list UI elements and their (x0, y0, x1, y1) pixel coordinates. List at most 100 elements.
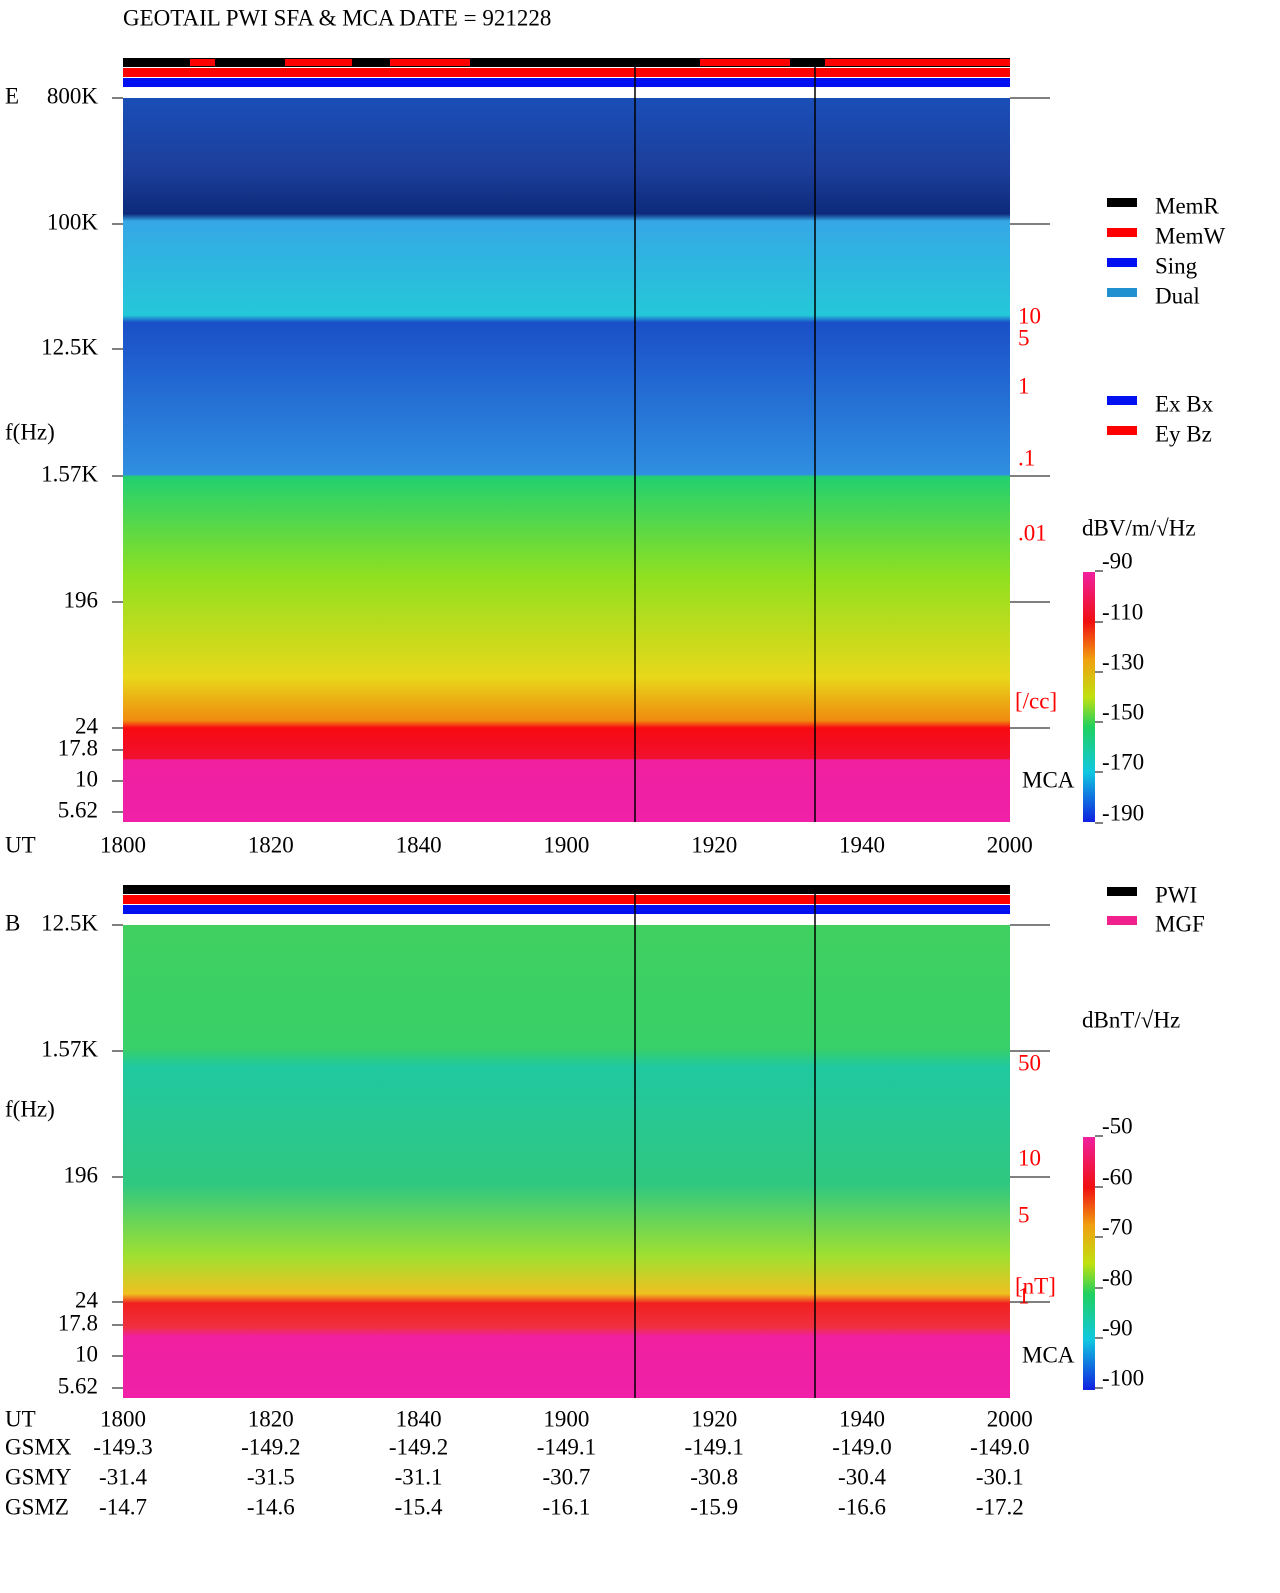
panel-label: E (5, 83, 19, 108)
right-tick-label: 1 (1018, 373, 1030, 398)
mca-label: MCA (1022, 1342, 1075, 1367)
freq-tick-label: 10 (75, 1341, 98, 1366)
freq-tick-label: 17.8 (58, 1310, 98, 1335)
orbit-value: -14.7 (99, 1494, 147, 1519)
orbit-value: -149.0 (970, 1434, 1029, 1459)
ut-tick-label: 1800 (100, 1406, 146, 1431)
legend-label: MemR (1155, 193, 1220, 218)
colorbar-tick-label: -90 (1102, 1315, 1133, 1340)
legend-label: Sing (1155, 253, 1198, 278)
freq-tick-label: 1.57K (41, 461, 98, 486)
ut-tick-label: 2000 (987, 832, 1033, 857)
freq-tick-label: 12.5K (41, 910, 98, 935)
freq-tick-label: 800K (47, 83, 99, 108)
ut-label: UT (5, 1406, 36, 1431)
ut-tick-label: 1940 (839, 1406, 885, 1431)
orbit-label: GSMY (5, 1464, 72, 1489)
freq-tick-label: 196 (64, 1162, 99, 1187)
orbit-value: -30.1 (976, 1464, 1024, 1489)
orbit-value: -14.6 (247, 1494, 295, 1519)
colorbar-tick-label: -60 (1102, 1164, 1133, 1189)
right-unit: [/cc] (1015, 688, 1057, 713)
orbit-label: GSMZ (5, 1494, 69, 1519)
legend-label: Dual (1155, 283, 1200, 308)
colorbar-tick-label: -110 (1102, 599, 1143, 624)
legend-label: Ey Bz (1155, 421, 1212, 446)
right-tick-label: 10 (1018, 303, 1041, 328)
ut-tick-label: 1840 (396, 832, 442, 857)
freq-tick-label: 10 (75, 766, 98, 791)
freq-tick-label: 5.62 (58, 1373, 98, 1398)
orbit-value: -149.2 (389, 1434, 448, 1459)
ut-tick-label: 1820 (248, 832, 294, 857)
orbit-value: -31.4 (99, 1464, 147, 1489)
orbit-value: -30.7 (542, 1464, 590, 1489)
orbit-value: -149.3 (93, 1434, 152, 1459)
freq-tick-label: 17.8 (58, 735, 98, 760)
ut-tick-label: 1800 (100, 832, 146, 857)
orbit-value: -16.6 (838, 1494, 886, 1519)
right-tick-label: 5 (1018, 325, 1030, 350)
legend-label: MemW (1155, 223, 1226, 248)
orbit-value: -149.2 (241, 1434, 300, 1459)
colorbar-tick-label: -80 (1102, 1265, 1133, 1290)
orbit-value: -31.1 (395, 1464, 443, 1489)
right-tick-label: 1 (1018, 1283, 1030, 1308)
orbit-value: -15.4 (395, 1494, 443, 1519)
orbit-value: -16.1 (542, 1494, 590, 1519)
right-unit: [nT] (1015, 1273, 1056, 1298)
freq-tick-label: 1.57K (41, 1036, 98, 1061)
colorbar-tick-label: -190 (1102, 800, 1144, 825)
right-tick-label: .01 (1018, 520, 1047, 545)
right-tick-label: .1 (1018, 445, 1035, 470)
colorbar-unit: dBnT/√Hz (1082, 1007, 1180, 1032)
ut-tick-label: 1920 (691, 832, 737, 857)
orbit-value: -30.4 (838, 1464, 886, 1489)
orbit-value: -149.0 (832, 1434, 891, 1459)
freq-tick-label: 12.5K (41, 334, 98, 359)
ut-tick-label: 1940 (839, 832, 885, 857)
orbit-value: -17.2 (976, 1494, 1024, 1519)
right-tick-label: 10 (1018, 1145, 1041, 1170)
ut-tick-label: 1920 (691, 1406, 737, 1431)
colorbar-tick-label: -150 (1102, 699, 1144, 724)
ut-tick-label: 1840 (396, 1406, 442, 1431)
orbit-label: GSMX (5, 1434, 72, 1459)
ut-label: UT (5, 832, 36, 857)
colorbar-tick-label: -50 (1102, 1113, 1133, 1138)
orbit-value: -149.1 (684, 1434, 743, 1459)
legend-label: Ex Bx (1155, 391, 1214, 416)
right-tick-label: 5 (1018, 1202, 1030, 1227)
freq-tick-label: 24 (75, 713, 99, 738)
mca-label: MCA (1022, 767, 1075, 792)
freq-tick-label: 196 (64, 587, 99, 612)
colorbar-unit: dBV/m/√Hz (1082, 515, 1196, 540)
freq-tick-label: 5.62 (58, 797, 98, 822)
panel-e-frame (123, 58, 1095, 822)
legend-swatches (1107, 198, 1137, 925)
orbit-value: -31.5 (247, 1464, 295, 1489)
colorbar-tick-label: -170 (1102, 749, 1144, 774)
orbit-value: -15.9 (690, 1494, 738, 1519)
title: GEOTAIL PWI SFA & MCA DATE = 921228 (123, 5, 551, 30)
orbit-value: -30.8 (690, 1464, 738, 1489)
ut-tick-label: 1900 (543, 1406, 589, 1431)
panel-b-frame (123, 885, 1095, 1398)
colorbar-tick-label: -130 (1102, 649, 1144, 674)
ut-tick-label: 1820 (248, 1406, 294, 1431)
freq-tick-label: 100K (47, 209, 99, 234)
colorbar-tick-label: -70 (1102, 1214, 1133, 1239)
freq-tick-label: 24 (75, 1287, 99, 1312)
colorbar-tick-label: -100 (1102, 1365, 1144, 1390)
right-tick-label: 50 (1018, 1050, 1041, 1075)
legend-label: PWI (1155, 882, 1197, 907)
axis-label: f(Hz) (5, 1096, 55, 1121)
orbit-value: -149.1 (537, 1434, 596, 1459)
ut-tick-label: 1900 (543, 832, 589, 857)
panel-label: B (5, 910, 20, 935)
legend-label: MGF (1155, 911, 1205, 936)
colorbar-tick-label: -90 (1102, 548, 1133, 573)
ut-tick-label: 2000 (987, 1406, 1033, 1431)
axis-label: f(Hz) (5, 419, 55, 444)
